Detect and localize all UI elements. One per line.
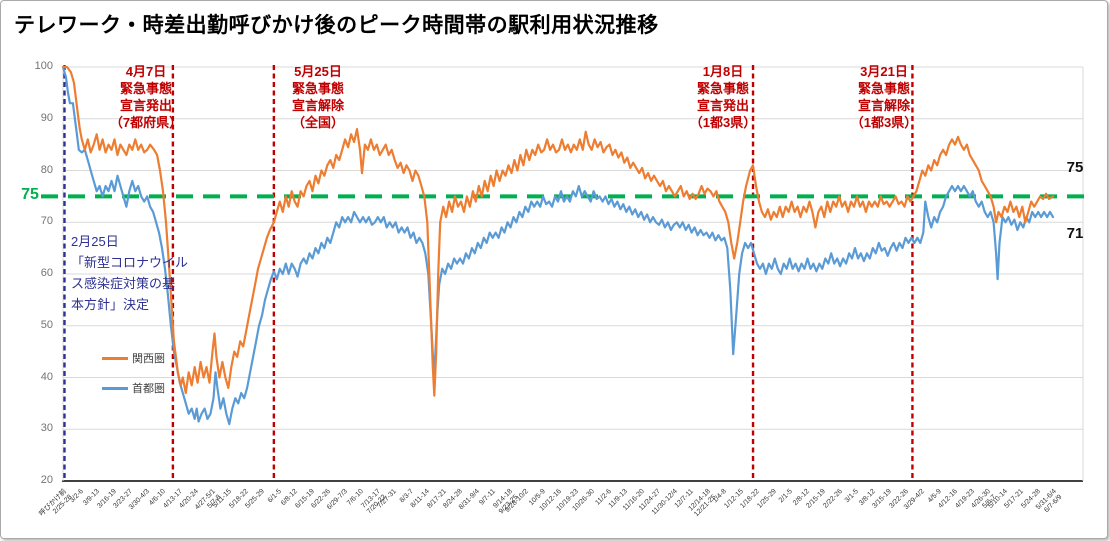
y-tick-label: 30 bbox=[40, 422, 53, 435]
y-tick-label: 90 bbox=[40, 111, 53, 124]
kansai-line-swatch bbox=[102, 356, 128, 360]
annotation-line: 2月25日 bbox=[71, 234, 119, 249]
end-label-kansai: 75 bbox=[1066, 159, 1084, 176]
legend-item-shutoken: 首都圏 bbox=[102, 380, 165, 396]
y-tick-label: 50 bbox=[40, 318, 53, 331]
end-label-shutoken: 71 bbox=[1066, 225, 1084, 242]
y-tick-label: 70 bbox=[40, 215, 53, 228]
annotation-line: 5月25日 bbox=[294, 64, 342, 79]
y-tick-label: 20 bbox=[40, 474, 53, 486]
annotation-emergency-declared-apr7: 4月7日 緊急事態 宣言発出 （7都府県） bbox=[81, 63, 211, 131]
annotation-line: 緊急事態 bbox=[119, 81, 172, 96]
annotation-line: 4月7日 bbox=[125, 64, 167, 79]
annotation-line: （1都3県） bbox=[689, 115, 757, 130]
annotation-line: 緊急事態 bbox=[696, 81, 749, 96]
annotation-line: 宣言発出 bbox=[696, 98, 749, 113]
legend-label-kansai: 関西圏 bbox=[132, 353, 165, 365]
y-tick-label: 80 bbox=[40, 163, 53, 176]
annotation-basic-policy: 2月25日 「新型コロナウイル ス感染症対策の基 本方針」決定 bbox=[71, 231, 213, 315]
annotation-line: 1月8日 bbox=[702, 64, 744, 79]
annotation-line: 緊急事態 bbox=[291, 81, 344, 96]
series-kansai bbox=[61, 65, 1055, 397]
annotation-line: 宣言解除 bbox=[857, 98, 910, 113]
annotation-emergency-lifted-may25: 5月25日 緊急事態 宣言解除 （全国） bbox=[253, 63, 383, 131]
shutoken-line-swatch bbox=[102, 386, 128, 390]
y-tick-label: 40 bbox=[40, 370, 53, 383]
chart-title: テレワーク・時差出勤呼びかけ後のピーク時間帯の駅利用状況推移 bbox=[14, 14, 659, 37]
annotation-line: 緊急事態 bbox=[857, 81, 910, 96]
y-tick-label: 100 bbox=[34, 60, 53, 72]
annotation-line: 3月21日 bbox=[860, 64, 908, 79]
legend-item-kansai: 関西圏 bbox=[102, 350, 165, 366]
annotation-line: 宣言解除 bbox=[291, 98, 344, 113]
annotation-line: （全国） bbox=[291, 115, 344, 130]
y-tick-label: 60 bbox=[40, 267, 53, 279]
annotation-line: ス感染症対策の基 bbox=[71, 276, 176, 291]
legend: 関西圏 首都圏 bbox=[102, 350, 165, 410]
annotation-line: 本方針」決定 bbox=[71, 297, 150, 312]
series-shutoken bbox=[61, 65, 1055, 426]
annotation-line: （1都3県） bbox=[850, 115, 918, 130]
legend-label-shutoken: 首都圏 bbox=[132, 383, 165, 395]
target-value-label: 75 bbox=[21, 186, 39, 203]
annotation-emergency-lifted-mar21: 3月21日 緊急事態 宣言解除 （1都3県） bbox=[819, 63, 949, 131]
annotation-line: 「新型コロナウイル bbox=[71, 255, 189, 270]
annotation-line: （7都府県） bbox=[109, 115, 183, 130]
annotation-emergency-declared-jan8: 1月8日 緊急事態 宣言発出 （1都3県） bbox=[658, 63, 788, 131]
annotation-line: 宣言発出 bbox=[119, 98, 172, 113]
